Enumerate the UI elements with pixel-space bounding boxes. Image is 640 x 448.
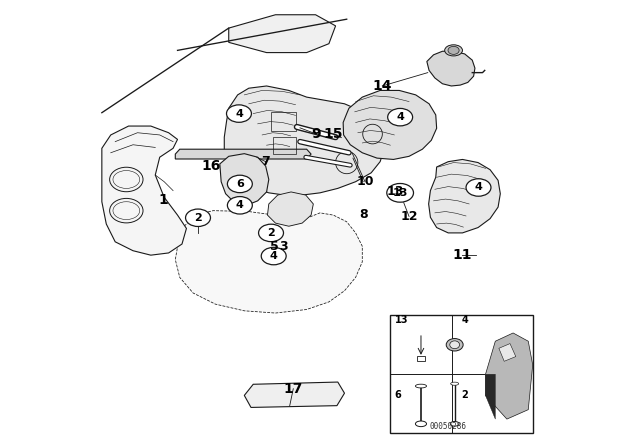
Text: 15: 15 xyxy=(324,127,343,141)
Text: 16: 16 xyxy=(201,159,221,173)
Text: 17: 17 xyxy=(284,382,303,396)
Ellipse shape xyxy=(450,341,460,349)
Text: 2: 2 xyxy=(194,213,202,223)
Ellipse shape xyxy=(227,197,252,214)
Polygon shape xyxy=(102,126,186,255)
Polygon shape xyxy=(343,90,436,159)
Text: 13: 13 xyxy=(392,188,408,198)
Ellipse shape xyxy=(227,105,252,122)
Text: 7: 7 xyxy=(261,155,270,168)
Polygon shape xyxy=(486,333,532,419)
Polygon shape xyxy=(499,344,516,361)
Bar xyxy=(390,315,533,433)
Polygon shape xyxy=(175,211,362,313)
Text: 4: 4 xyxy=(269,251,278,261)
Text: 9: 9 xyxy=(312,127,321,141)
Text: 3: 3 xyxy=(279,240,288,253)
Ellipse shape xyxy=(415,421,426,426)
Text: 2: 2 xyxy=(267,228,275,238)
Text: 8: 8 xyxy=(359,208,367,221)
Text: 6: 6 xyxy=(236,179,244,189)
Polygon shape xyxy=(224,86,385,195)
Bar xyxy=(271,112,296,130)
Text: 6: 6 xyxy=(395,390,401,401)
Polygon shape xyxy=(429,159,500,233)
Polygon shape xyxy=(244,382,344,407)
Text: 14: 14 xyxy=(372,79,392,93)
Text: 13: 13 xyxy=(395,315,408,325)
Ellipse shape xyxy=(227,175,252,193)
Ellipse shape xyxy=(451,382,459,385)
Text: 4: 4 xyxy=(475,182,483,193)
Ellipse shape xyxy=(261,247,286,265)
Polygon shape xyxy=(175,149,311,159)
Ellipse shape xyxy=(448,46,459,54)
Ellipse shape xyxy=(445,45,463,56)
Bar xyxy=(417,356,424,361)
Text: 00050286: 00050286 xyxy=(429,422,467,431)
Polygon shape xyxy=(427,51,475,86)
Bar xyxy=(273,137,296,154)
Ellipse shape xyxy=(446,339,463,351)
Polygon shape xyxy=(228,15,335,52)
Text: 1: 1 xyxy=(159,193,168,207)
Text: 13: 13 xyxy=(386,185,403,198)
Ellipse shape xyxy=(388,108,413,126)
Text: 11: 11 xyxy=(452,248,472,262)
Ellipse shape xyxy=(387,184,413,202)
Ellipse shape xyxy=(186,209,211,227)
Text: 5: 5 xyxy=(270,240,279,253)
Ellipse shape xyxy=(259,224,284,241)
Polygon shape xyxy=(268,192,314,226)
Ellipse shape xyxy=(450,422,459,426)
Polygon shape xyxy=(220,154,269,205)
Ellipse shape xyxy=(466,179,491,196)
Text: 10: 10 xyxy=(356,175,374,188)
Text: 4: 4 xyxy=(235,108,243,119)
Ellipse shape xyxy=(415,384,426,388)
Text: 2: 2 xyxy=(461,390,468,401)
Text: 4: 4 xyxy=(236,200,244,210)
Text: 4: 4 xyxy=(396,112,404,122)
Polygon shape xyxy=(486,374,495,419)
Text: 12: 12 xyxy=(400,210,418,223)
Text: 4: 4 xyxy=(461,315,468,325)
